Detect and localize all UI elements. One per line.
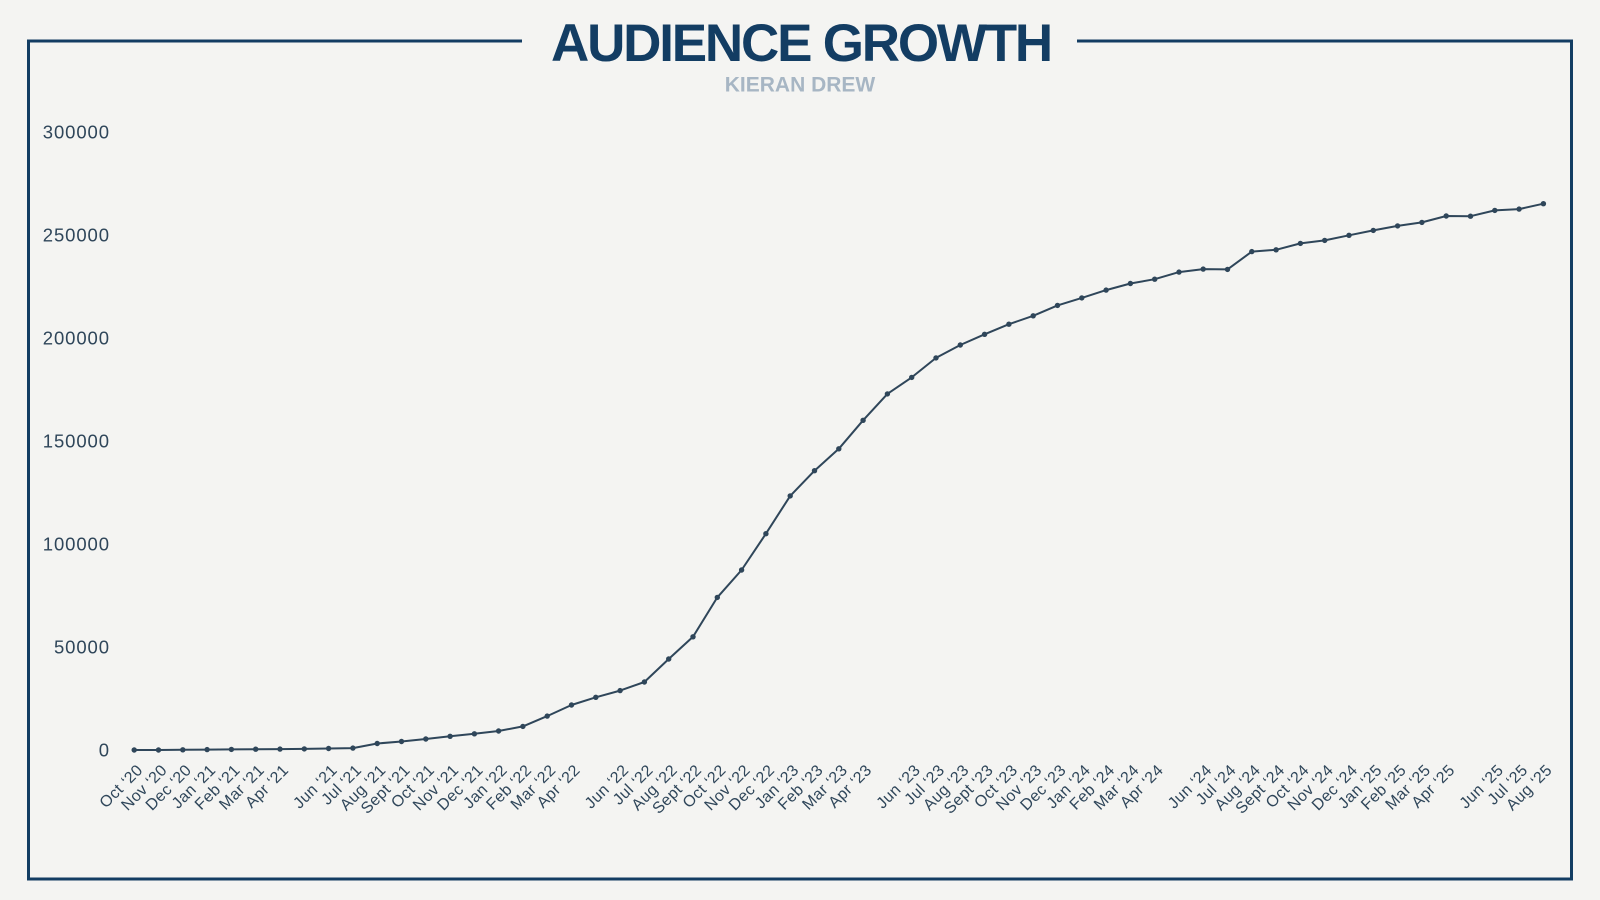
svg-text:AUDIENCE GROWTH: AUDIENCE GROWTH — [551, 14, 1051, 73]
svg-text:100000: 100000 — [43, 533, 110, 554]
svg-text:250000: 250000 — [43, 224, 110, 245]
svg-text:300000: 300000 — [43, 121, 110, 142]
svg-text:150000: 150000 — [43, 430, 110, 451]
svg-text:KIERAN DREW: KIERAN DREW — [725, 73, 876, 96]
svg-text:0: 0 — [99, 739, 110, 760]
svg-text:200000: 200000 — [43, 327, 110, 348]
svg-text:50000: 50000 — [54, 636, 110, 657]
